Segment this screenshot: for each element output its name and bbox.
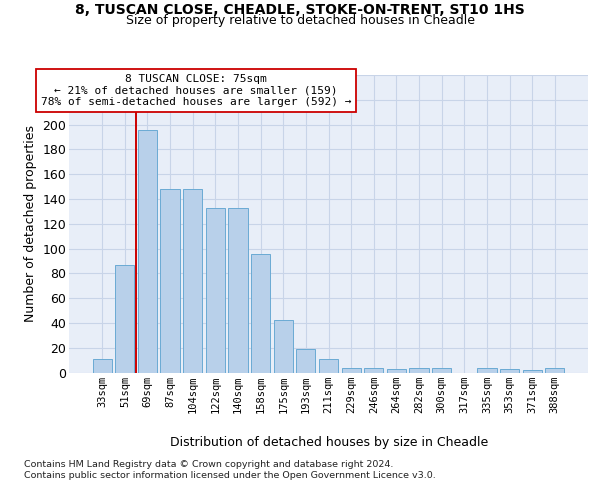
Bar — [319, 359, 338, 372]
Text: 8 TUSCAN CLOSE: 75sqm
← 21% of detached houses are smaller (159)
78% of semi-det: 8 TUSCAN CLOSE: 75sqm ← 21% of detached … — [41, 74, 352, 106]
Bar — [387, 369, 406, 372]
Bar — [341, 368, 361, 372]
Bar — [545, 368, 565, 372]
Bar — [183, 189, 202, 372]
Text: Contains public sector information licensed under the Open Government Licence v3: Contains public sector information licen… — [24, 471, 436, 480]
Bar — [206, 208, 225, 372]
Text: 8, TUSCAN CLOSE, CHEADLE, STOKE-ON-TRENT, ST10 1HS: 8, TUSCAN CLOSE, CHEADLE, STOKE-ON-TRENT… — [75, 2, 525, 16]
Bar — [477, 368, 497, 372]
Text: Contains HM Land Registry data © Crown copyright and database right 2024.: Contains HM Land Registry data © Crown c… — [24, 460, 394, 469]
Bar — [115, 264, 134, 372]
Bar — [409, 368, 428, 372]
Bar — [432, 368, 451, 372]
Text: Distribution of detached houses by size in Cheadle: Distribution of detached houses by size … — [170, 436, 488, 449]
Text: Size of property relative to detached houses in Cheadle: Size of property relative to detached ho… — [125, 14, 475, 27]
Bar — [160, 189, 180, 372]
Bar — [523, 370, 542, 372]
Bar — [229, 208, 248, 372]
Bar — [500, 369, 519, 372]
Bar — [274, 320, 293, 372]
Bar — [92, 359, 112, 372]
Bar — [364, 368, 383, 372]
Y-axis label: Number of detached properties: Number of detached properties — [24, 125, 37, 322]
Bar — [251, 254, 270, 372]
Bar — [138, 130, 157, 372]
Bar — [296, 349, 316, 372]
